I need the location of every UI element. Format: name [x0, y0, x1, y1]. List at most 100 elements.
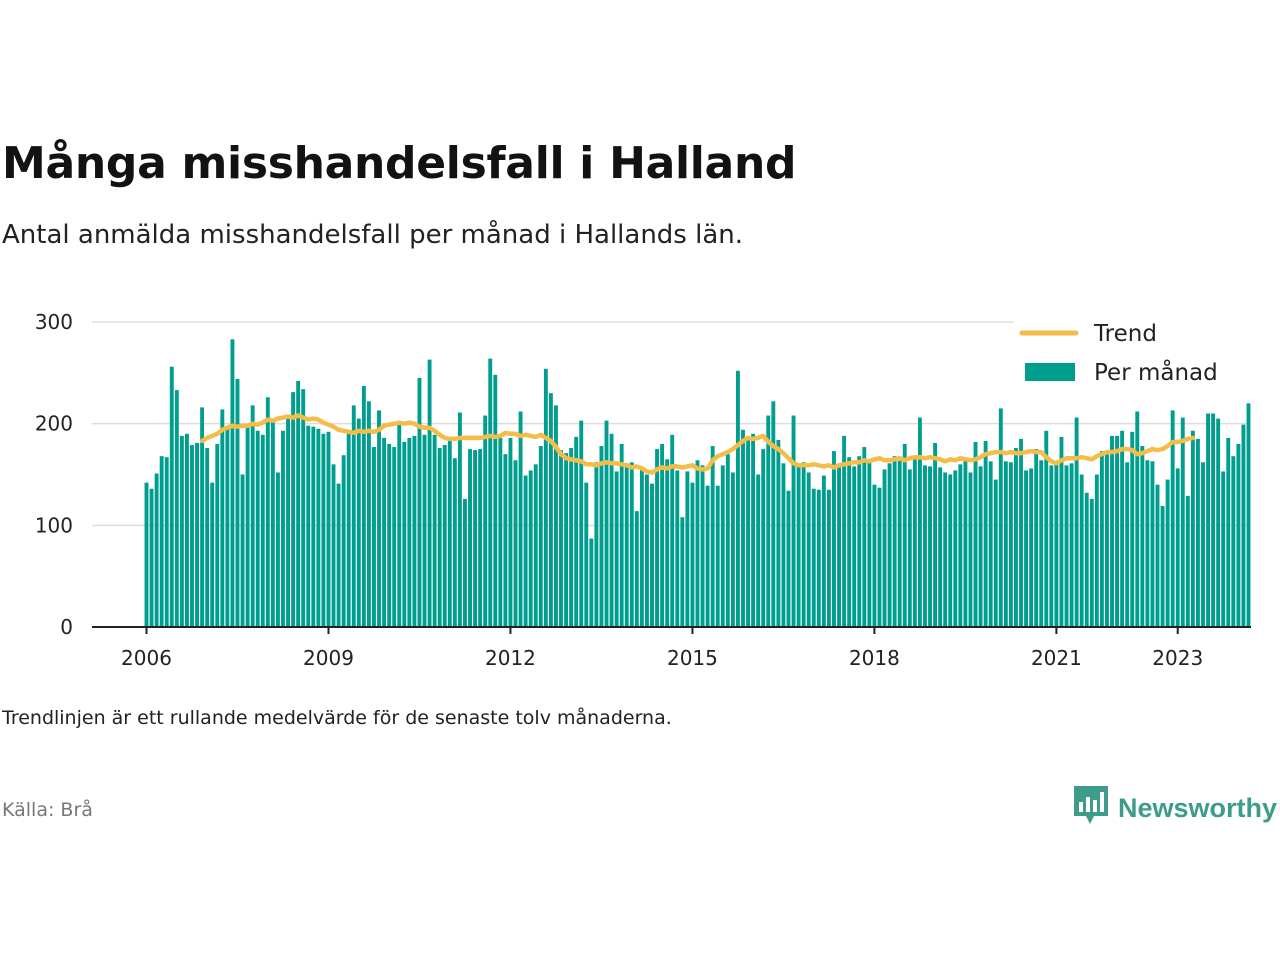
- bar: [806, 472, 811, 627]
- bar: [614, 471, 619, 627]
- bar: [452, 458, 457, 627]
- bar: [988, 461, 993, 627]
- bar: [1241, 424, 1246, 627]
- bar: [594, 462, 599, 627]
- bar: [366, 401, 371, 627]
- bar: [1231, 456, 1236, 627]
- bar: [159, 456, 164, 627]
- bar: [1170, 410, 1175, 627]
- bar: [1054, 463, 1059, 627]
- bar: [427, 359, 432, 627]
- bar: [508, 437, 513, 627]
- bar: [336, 483, 341, 627]
- bar: [483, 415, 488, 627]
- bar: [1074, 417, 1079, 627]
- bar: [771, 401, 776, 627]
- bar: [1084, 492, 1089, 627]
- bar: [1024, 470, 1029, 627]
- bar: [463, 498, 467, 627]
- bar: [493, 374, 498, 627]
- bar: [1008, 462, 1013, 627]
- bar: [326, 431, 331, 627]
- brand-name: Newsworthy: [1118, 792, 1278, 823]
- bar: [1185, 495, 1190, 627]
- bar: [356, 418, 361, 627]
- bar: [1145, 460, 1150, 627]
- bar: [791, 415, 796, 627]
- bar: [184, 433, 189, 627]
- bar: [548, 393, 553, 627]
- bar: [311, 426, 316, 627]
- bar: [644, 474, 649, 627]
- bar: [877, 487, 882, 627]
- bar: [948, 474, 953, 627]
- legend-trend-label: Trend: [1093, 321, 1157, 347]
- bar: [816, 489, 821, 627]
- bar: [1206, 413, 1210, 627]
- bar: [554, 405, 558, 627]
- bar: [938, 467, 943, 627]
- bar: [1115, 435, 1120, 627]
- bar: [998, 408, 1003, 627]
- bar: [700, 465, 705, 627]
- x-axis-ticks: 2006 2009 2012 2015 2018 2021 2023: [121, 627, 1203, 670]
- bar: [589, 538, 594, 627]
- bar: [1110, 435, 1114, 627]
- bar: [574, 436, 579, 627]
- bar: [665, 459, 670, 627]
- bar: [655, 449, 660, 627]
- bar: [361, 386, 366, 627]
- x-tick-label: 2023: [1152, 646, 1203, 670]
- y-axis-ticks: 0 100 200 300: [35, 310, 73, 639]
- bar: [1216, 418, 1221, 627]
- bar: [604, 420, 609, 627]
- bar: [1044, 430, 1049, 627]
- bar: [1105, 452, 1109, 627]
- bar: [351, 405, 356, 627]
- bar: [306, 425, 311, 627]
- bar: [260, 434, 265, 627]
- bar: [281, 430, 285, 627]
- bar: [1019, 438, 1023, 627]
- bar: [675, 470, 680, 627]
- bar: [1059, 436, 1064, 627]
- bar: [963, 460, 968, 627]
- bar: [498, 437, 503, 627]
- bar: [346, 431, 351, 627]
- bar: [442, 445, 447, 627]
- bar: [660, 444, 665, 627]
- bar: [746, 436, 750, 627]
- bar: [220, 409, 225, 627]
- bar: [629, 462, 634, 627]
- bar: [862, 447, 867, 627]
- x-tick-label: 2006: [121, 646, 172, 670]
- bar: [1201, 462, 1205, 627]
- x-tick-label: 2012: [485, 646, 536, 670]
- bar: [235, 378, 240, 627]
- bar: [149, 488, 154, 627]
- y-tick-label: 200: [35, 412, 73, 436]
- bar: [316, 428, 321, 627]
- bar: [341, 455, 346, 627]
- bar: [887, 463, 892, 627]
- bar: [680, 517, 685, 627]
- trend-line: [199, 413, 1196, 475]
- chart-subtitle: Antal anmälda misshandelsfall per månad …: [2, 220, 744, 250]
- legend-bar-label: Per månad: [1094, 358, 1218, 386]
- bar: [766, 415, 771, 627]
- bar: [1190, 430, 1195, 627]
- legend: Trend Per månad: [1014, 318, 1250, 398]
- bar: [1175, 468, 1180, 627]
- x-tick-label: 2015: [667, 646, 718, 670]
- bar: [382, 437, 387, 627]
- bar: [164, 457, 169, 627]
- bar: [331, 464, 336, 627]
- bar: [852, 466, 857, 627]
- bar: [250, 405, 255, 627]
- brand-logo: Newsworthy: [1072, 784, 1277, 832]
- bar: [569, 448, 574, 627]
- bar: [144, 482, 149, 627]
- bar: [528, 470, 533, 627]
- bar: [518, 411, 523, 627]
- bar: [432, 434, 437, 627]
